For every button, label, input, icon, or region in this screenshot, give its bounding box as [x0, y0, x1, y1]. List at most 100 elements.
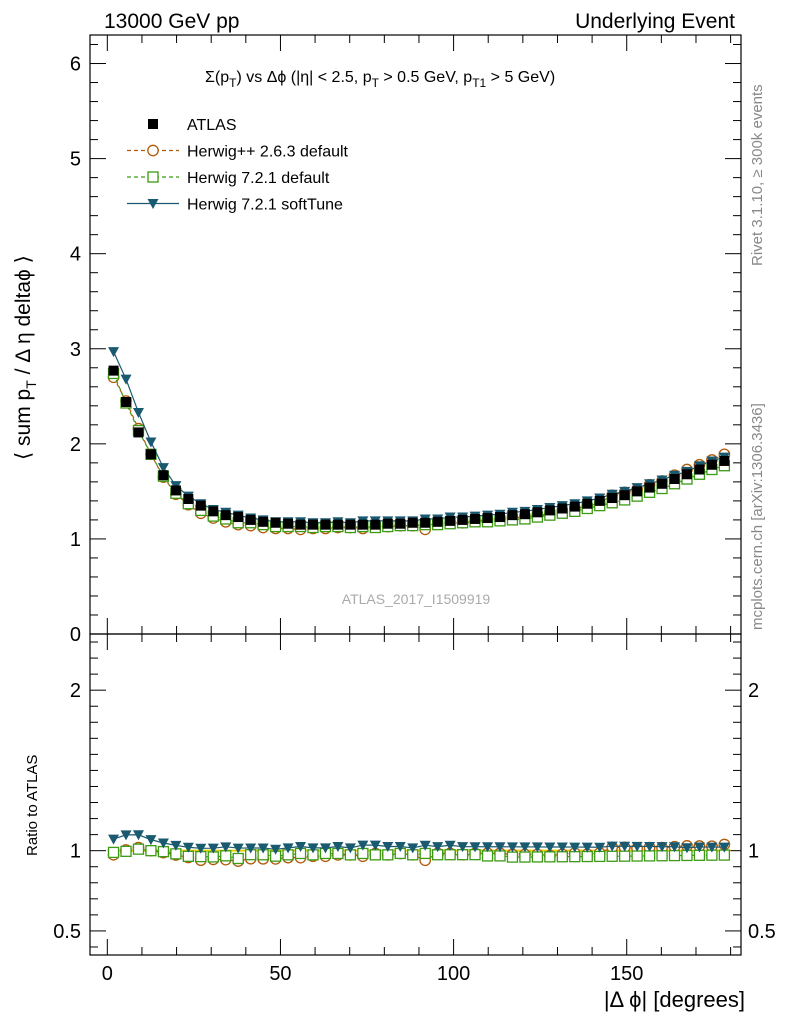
y-tick-label-right: 2 [748, 680, 759, 702]
point-atlas [382, 518, 393, 529]
point-atlas [557, 503, 568, 514]
point-atlas [432, 516, 443, 527]
ratio-point-herwig-7-2-1-softtune [718, 842, 730, 853]
point-atlas [220, 510, 231, 521]
ratio-point-herwig-7-2-1-softtune [432, 842, 444, 853]
point-atlas [719, 455, 730, 466]
ratio-point-herwig-7-2-1-softtune [232, 843, 244, 854]
point-atlas [245, 514, 256, 525]
ratio-point-herwig-7-2-1-softtune [693, 842, 705, 853]
ratio-point-herwig-7-2-1-softtune [132, 830, 144, 841]
rivet-label: Rivet 3.1.10, ≥ 300k events [749, 84, 766, 266]
point-atlas [482, 513, 493, 524]
point-atlas [357, 519, 368, 530]
point-atlas [632, 486, 643, 497]
ratio-point-herwig-7-2-1-default [132, 843, 145, 855]
ratio-point-herwig-7-2-1-default [544, 851, 556, 863]
ratio-point-herwig-7-2-1-softtune [195, 843, 207, 854]
point-atlas [669, 474, 680, 485]
y-tick-label: 1 [70, 529, 81, 551]
x-tick-label: 0 [102, 963, 113, 985]
point-atlas [295, 519, 306, 530]
point-atlas [121, 397, 132, 408]
ratio-point-herwig-7-2-1-softtune [506, 842, 518, 853]
point-atlas [644, 482, 655, 493]
ratio-point-herwig-7-2-1-softtune [631, 841, 643, 852]
point-atlas [607, 493, 618, 504]
ratio-point-herwig-7-2-1-default [120, 845, 132, 857]
ratio-point-herwig-7-2-1-default [369, 849, 381, 861]
mcplots-label: mcplots.cern.ch [arXiv:1306.3436] [749, 403, 766, 630]
ratio-point-herwig-7-2-1-default [631, 850, 643, 862]
legend-label-herwig-2-6-3-default: Herwig++ 2.6.3 default [187, 144, 349, 161]
ratio-point-herwig-7-2-1-softtune [669, 842, 681, 853]
ratio-point-herwig-7-2-1-softtune [644, 842, 656, 853]
ratio-point-herwig-7-2-1-default [594, 850, 606, 863]
point-atlas [195, 500, 206, 511]
header-left: 13000 GeV pp [104, 10, 239, 33]
legend-marker-atlas [148, 119, 158, 129]
point-atlas [332, 519, 343, 530]
legend-label-herwig-7-2-1-softtune: Herwig 7.2.1 softTune [187, 197, 343, 214]
ratio-y-axis-label: Ratio to ATLAS [24, 755, 41, 856]
point-atlas [345, 519, 356, 530]
ratio-point-herwig-7-2-1-softtune [382, 842, 394, 853]
header-right: Underlying Event [575, 10, 735, 33]
y-tick-label: 2 [70, 434, 81, 456]
point-atlas [619, 490, 630, 501]
ratio-point-herwig-7-2-1-default [145, 845, 157, 857]
point-herwig-7-2-1-softtune [132, 407, 144, 418]
ratio-point-herwig-7-2-1-softtune [556, 842, 568, 853]
ratio-point-herwig-7-2-1-softtune [419, 840, 431, 851]
ratio-plot-area: 0.5 0.5 1 1 2 2 0 50 100 150 [53, 633, 776, 985]
analysis-watermark: ATLAS_2017_I1509919 [342, 591, 491, 607]
ratio-point-herwig-7-2-1-softtune [282, 843, 294, 854]
ratio-point-herwig-7-2-1-default [643, 850, 656, 862]
point-herwig-7-2-1-softtune [120, 374, 132, 385]
ratio-point-herwig-7-2-1-softtune [581, 842, 593, 853]
ratio-point-herwig-7-2-1-softtune [544, 842, 556, 853]
ratio-point-herwig-7-2-1-softtune [469, 842, 481, 853]
point-atlas [308, 519, 319, 530]
legend-marker-herwig-2-6-3-default [147, 144, 159, 157]
y-tick-label: 6 [70, 54, 81, 76]
ratio-point-herwig-7-2-1-softtune [245, 843, 257, 854]
ratio-point-herwig-7-2-1-default [656, 850, 668, 862]
point-herwig-7-2-1-softtune [108, 347, 120, 358]
chart-subtitle: Σ(pT) vs Δϕ (|η| < 2.5, pT > 0.5 GeV, pT… [205, 69, 555, 90]
legend-marker-herwig-7-2-1-softtune [147, 199, 159, 209]
point-atlas [544, 505, 555, 516]
ratio-point-herwig-7-2-1-default [444, 849, 456, 861]
ratio-point-herwig-7-2-1-softtune [207, 843, 219, 854]
ratio-point-herwig-7-2-1-default [619, 850, 631, 862]
ratio-point-herwig-7-2-1-softtune [619, 841, 631, 852]
y-tick-label: 2 [70, 680, 81, 702]
point-atlas [657, 478, 668, 489]
ratio-point-herwig-7-2-1-softtune [482, 842, 494, 853]
point-atlas [170, 485, 181, 496]
x-tick-label: 150 [610, 963, 643, 985]
ratio-point-herwig-7-2-1-default [481, 850, 494, 862]
y-tick-label-right: 0.5 [748, 921, 776, 943]
ratio-point-herwig-7-2-1-softtune [569, 842, 581, 853]
ratio-point-herwig-7-2-1-default [556, 851, 568, 863]
ratio-point-herwig-7-2-1-softtune [319, 843, 331, 854]
y-tick-label: 4 [70, 244, 81, 266]
ratio-point-herwig-7-2-1-softtune [145, 835, 157, 846]
point-atlas [145, 449, 156, 460]
ratio-point-herwig-7-2-1-softtune [170, 840, 182, 851]
ratio-frame [89, 633, 742, 956]
point-atlas [445, 515, 456, 526]
point-atlas [183, 493, 194, 504]
ratio-point-herwig-7-2-1-softtune [182, 842, 194, 853]
ratio-point-herwig-7-2-1-softtune [332, 841, 344, 852]
ratio-point-herwig-7-2-1-softtune [444, 840, 456, 851]
point-atlas [158, 470, 169, 481]
ratio-point-herwig-7-2-1-softtune [295, 841, 307, 852]
point-atlas [283, 518, 294, 529]
point-atlas [694, 464, 705, 475]
ratio-point-herwig-7-2-1-default [232, 852, 244, 865]
point-atlas [258, 516, 269, 527]
ratio-point-herwig-7-2-1-softtune [257, 843, 269, 854]
point-herwig-7-2-1-softtune [145, 437, 157, 448]
